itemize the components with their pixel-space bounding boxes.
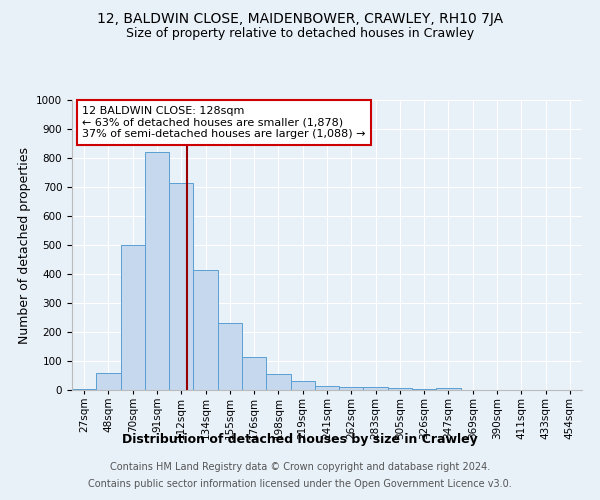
Text: Distribution of detached houses by size in Crawley: Distribution of detached houses by size … (122, 432, 478, 446)
Bar (145, 152, 169, 390)
Bar (72, 388, 96, 390)
Bar (218, 324, 242, 390)
Bar (339, 387, 364, 390)
Bar (169, 182, 193, 390)
Bar (388, 388, 412, 390)
Bar (242, 356, 266, 390)
Bar (436, 388, 461, 390)
Bar (121, 245, 145, 390)
Text: 12 BALDWIN CLOSE: 128sqm
← 63% of detached houses are smaller (1,878)
37% of sem: 12 BALDWIN CLOSE: 128sqm ← 63% of detach… (82, 106, 366, 139)
Y-axis label: Number of detached properties: Number of detached properties (17, 146, 31, 344)
Bar (290, 380, 315, 390)
Bar (266, 374, 290, 390)
Bar (96, 374, 121, 390)
Text: 12, BALDWIN CLOSE, MAIDENBOWER, CRAWLEY, RH10 7JA: 12, BALDWIN CLOSE, MAIDENBOWER, CRAWLEY,… (97, 12, 503, 26)
Bar (315, 386, 339, 390)
Bar (193, 270, 218, 390)
Text: Contains HM Land Registry data © Crown copyright and database right 2024.: Contains HM Land Registry data © Crown c… (110, 462, 490, 472)
Bar (364, 386, 388, 390)
Bar (412, 388, 436, 390)
Text: Contains public sector information licensed under the Open Government Licence v3: Contains public sector information licen… (88, 479, 512, 489)
Text: Size of property relative to detached houses in Crawley: Size of property relative to detached ho… (126, 28, 474, 40)
